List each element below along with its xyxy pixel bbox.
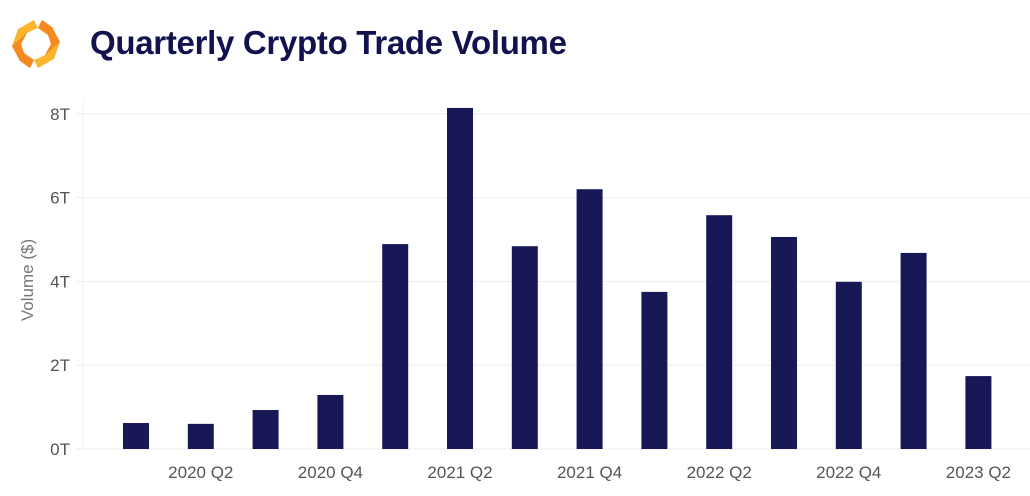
x-tick-label: 2022 Q2: [687, 463, 752, 482]
bar-2021-q2[interactable]: [447, 107, 473, 450]
bar-2020-q4[interactable]: [317, 394, 344, 449]
bar-2021-q3[interactable]: [511, 246, 538, 449]
bar-2022-q1[interactable]: [641, 291, 668, 449]
bar-2020-q1[interactable]: [123, 423, 149, 449]
bar-2022-q4[interactable]: [835, 281, 862, 449]
y-tick-label: 8T: [50, 105, 70, 124]
page-title: Quarterly Crypto Trade Volume: [90, 24, 567, 61]
y-tick-label: 6T: [50, 189, 70, 208]
y-tick-label: 0T: [50, 440, 70, 459]
x-tick-label: 2020 Q4: [298, 463, 363, 482]
bar-2021-q1[interactable]: [382, 244, 409, 449]
x-tick-label: 2020 Q2: [168, 463, 233, 482]
x-tick-label: 2022 Q4: [816, 463, 881, 482]
bar-2022-q2[interactable]: [706, 215, 733, 449]
bar-2022-q3[interactable]: [771, 236, 797, 449]
bar-2023-q2[interactable]: [965, 376, 992, 449]
bar-2020-q2[interactable]: [187, 423, 214, 449]
y-axis-label: Volume ($): [18, 239, 37, 321]
y-tick-label: 4T: [50, 272, 70, 291]
logo-icon: [12, 20, 60, 68]
y-tick-label: 2T: [50, 356, 70, 375]
bar-2021-q4[interactable]: [576, 189, 603, 449]
bar-2023-q1[interactable]: [900, 252, 927, 449]
header: Quarterly Crypto Trade Volume: [0, 0, 1030, 90]
x-tick-label: 2023 Q2: [946, 463, 1011, 482]
x-tick-label: 2021 Q4: [557, 463, 622, 482]
x-tick-label: 2021 Q2: [427, 463, 492, 482]
bar-2020-q3[interactable]: [252, 410, 279, 449]
